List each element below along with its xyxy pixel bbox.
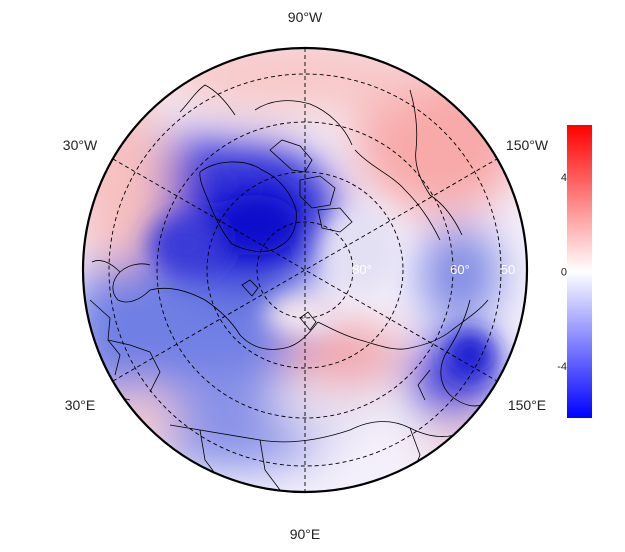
colorbar: 4 0 -4	[557, 125, 592, 418]
longitude-labels: 90°W 30°W 150°W 30°E 150°E 90°E	[63, 9, 549, 542]
lon-label-lower-left: 30°E	[65, 397, 96, 413]
colorbar-gradient	[567, 125, 592, 418]
lon-label-top: 90°W	[288, 9, 323, 25]
lon-label-upper-left: 30°W	[63, 137, 98, 153]
colorbar-tick-label: 4	[561, 172, 567, 184]
latitude-labels: 80° 60° 50	[352, 262, 515, 277]
map-boundary	[81, 46, 529, 494]
lat-label-80: 80°	[352, 262, 372, 277]
lat-label-60: 60°	[450, 262, 470, 277]
graticule	[108, 48, 502, 492]
colorbar-ticks: 4 0 -4	[557, 172, 567, 373]
lon-label-lower-right: 150°E	[508, 397, 546, 413]
colorbar-tick-label: -4	[557, 361, 567, 373]
lon-label-bottom: 90°E	[290, 526, 321, 542]
map-disk	[81, 46, 529, 494]
colorbar-tick-label: 0	[561, 267, 567, 279]
lon-label-upper-right: 150°W	[506, 137, 549, 153]
lat-label-50: 50	[501, 262, 515, 277]
